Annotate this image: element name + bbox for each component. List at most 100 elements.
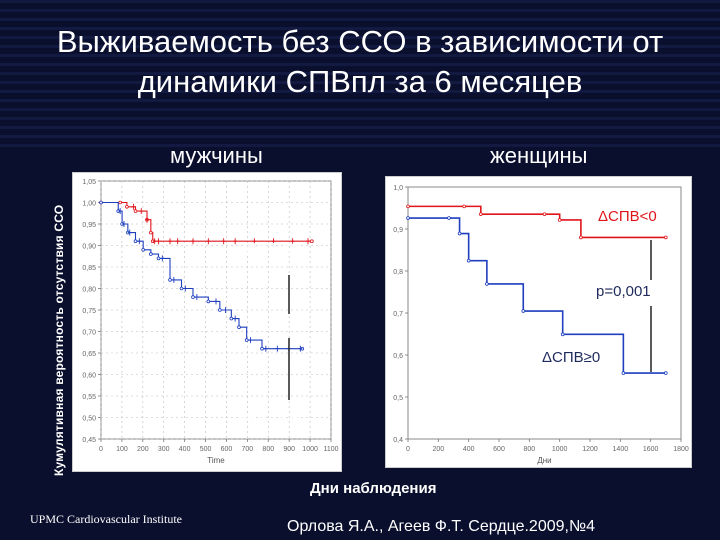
y-axis-title: Кумулятивная вероятность отсутствия ССО bbox=[52, 204, 66, 476]
title-line-2: динамики СПВпл за 6 месяцев bbox=[137, 64, 583, 99]
institute-logo-text: UPMC Cardiovascular Institute bbox=[30, 512, 182, 526]
data-point bbox=[125, 204, 129, 209]
men-chart-panel: 1,05 1,00 0,95 0,90 0,85 0,80 0,75 0,70 0,65 0,60… bbox=[72, 172, 342, 472]
data-point bbox=[206, 299, 211, 304]
data-point bbox=[664, 235, 668, 240]
y-tick-label: 0,55 bbox=[82, 394, 96, 401]
x-axis-label: Дни bbox=[537, 456, 551, 465]
x-tick-label: 1100 bbox=[323, 446, 338, 453]
x-axis-label: Time bbox=[207, 456, 225, 465]
data-point bbox=[118, 200, 122, 205]
data-point bbox=[521, 309, 526, 313]
y-tick-label: 1,05 bbox=[82, 179, 96, 186]
x-tick-label: 500 bbox=[200, 446, 212, 453]
men-annotation-neg: ΔСПВ<0 bbox=[240, 240, 299, 257]
y-tick-label: 0,5 bbox=[393, 395, 403, 402]
data-point bbox=[149, 230, 153, 235]
y-tick-label: 0,50 bbox=[82, 416, 96, 423]
data-point bbox=[133, 209, 138, 213]
women-chart-panel: 1,0 0,9 0,8 0,7 0,6 0,5 0,4 0 200 400 600 800 1000 12… bbox=[385, 176, 692, 468]
women-annotation-neg: ΔСПВ<0 bbox=[598, 208, 657, 225]
y-tick-label: 0,7 bbox=[393, 311, 403, 318]
data-point bbox=[485, 282, 489, 286]
men-label: мужчины bbox=[170, 143, 263, 168]
data-point bbox=[664, 371, 668, 375]
y-tick-label: 0,60 bbox=[82, 373, 96, 380]
x-tick-label: 1000 bbox=[302, 446, 318, 453]
data-point bbox=[149, 252, 153, 256]
data-point bbox=[168, 278, 172, 282]
x-tick-label: 400 bbox=[179, 446, 191, 453]
data-point bbox=[466, 258, 471, 263]
men-chart: 1,05 1,00 0,95 0,90 0,85 0,80 0,75 0,70 0,65 0,60… bbox=[82, 179, 338, 465]
data-point bbox=[462, 204, 466, 209]
x-tick-label: 400 bbox=[463, 446, 475, 453]
x-tick-label: 600 bbox=[221, 446, 233, 453]
km-curve-negative bbox=[408, 205, 666, 239]
y-tick-label: 0,6 bbox=[393, 353, 403, 360]
data-point bbox=[557, 218, 562, 222]
data-point bbox=[218, 308, 222, 312]
x-tick-label: 200 bbox=[137, 446, 149, 453]
data-point bbox=[99, 200, 103, 205]
data-point bbox=[406, 216, 410, 220]
x-tick-label: 200 bbox=[432, 446, 444, 453]
data-point bbox=[260, 346, 264, 351]
data-point bbox=[179, 286, 184, 291]
data-point bbox=[621, 371, 626, 375]
x-tick-label: 1800 bbox=[673, 446, 689, 453]
data-point bbox=[229, 316, 234, 321]
data-point bbox=[579, 235, 583, 240]
y-tick-label: 0,70 bbox=[82, 330, 96, 337]
y-tick-label: 0,4 bbox=[393, 437, 403, 444]
x-axis-title: Дни наблюдения bbox=[310, 480, 437, 497]
x-tick-label: 800 bbox=[523, 446, 535, 453]
women-label: женщины bbox=[490, 143, 588, 168]
x-tick-label: 100 bbox=[116, 446, 128, 453]
title-line-1: Выживаемость без ССО в зависимости от bbox=[56, 24, 664, 59]
x-tick-label: 900 bbox=[283, 446, 295, 453]
data-point bbox=[560, 332, 565, 337]
data-point bbox=[237, 325, 241, 330]
data-point bbox=[156, 256, 161, 261]
x-tick-label: 300 bbox=[158, 446, 170, 453]
y-tick-label: 0,65 bbox=[82, 351, 96, 358]
data-point bbox=[447, 216, 451, 220]
x-tick-label: 600 bbox=[493, 446, 505, 453]
men-annotation-pos: ΔСПВ≥0 bbox=[240, 407, 299, 424]
x-tick-label: 1200 bbox=[582, 446, 598, 453]
y-tick-label: 0,95 bbox=[82, 222, 96, 229]
women-annotation-pos: ΔСПВ≥0 bbox=[542, 349, 601, 366]
data-point bbox=[244, 338, 249, 342]
data-point bbox=[141, 248, 145, 252]
x-tick-label: 0 bbox=[406, 446, 410, 453]
x-tick-label: 700 bbox=[242, 446, 254, 453]
men-annotation-p: p=0,002 bbox=[248, 316, 303, 333]
data-point bbox=[457, 231, 462, 236]
data-point bbox=[406, 204, 410, 209]
y-tick-label: 0,9 bbox=[393, 227, 403, 234]
women-chart: 1,0 0,9 0,8 0,7 0,6 0,5 0,40 200 400 600 800 1000 12… bbox=[393, 185, 689, 465]
x-tick-label: 1400 bbox=[613, 446, 629, 453]
data-point bbox=[310, 239, 314, 243]
data-point bbox=[133, 239, 138, 243]
x-tick-label: 0 bbox=[99, 446, 103, 453]
y-tick-label: 0,75 bbox=[82, 308, 96, 315]
data-point bbox=[479, 212, 483, 216]
y-tick-label: 0,45 bbox=[82, 437, 96, 444]
data-point bbox=[542, 212, 547, 216]
data-point bbox=[191, 295, 195, 299]
y-tick-label: 1,0 bbox=[393, 185, 403, 192]
x-tick-label: 800 bbox=[262, 446, 274, 453]
citation: Орлова Я.А., Агеев Ф.Т. Сердце.2009,№4 bbox=[287, 518, 596, 535]
x-tick-label: 1000 bbox=[552, 446, 568, 453]
y-tick-label: 1,00 bbox=[82, 201, 96, 208]
km-curve-negative bbox=[101, 201, 312, 242]
y-tick-label: 0,90 bbox=[82, 244, 96, 251]
background-stripes bbox=[0, 0, 720, 150]
y-tick-label: 0,8 bbox=[393, 269, 403, 276]
slide-title: Выживаемость без ССО в зависимости от ди… bbox=[0, 22, 720, 102]
y-tick-label: 0,80 bbox=[82, 287, 96, 294]
x-tick-label: 1600 bbox=[643, 446, 659, 453]
y-tick-label: 0,85 bbox=[82, 265, 96, 272]
